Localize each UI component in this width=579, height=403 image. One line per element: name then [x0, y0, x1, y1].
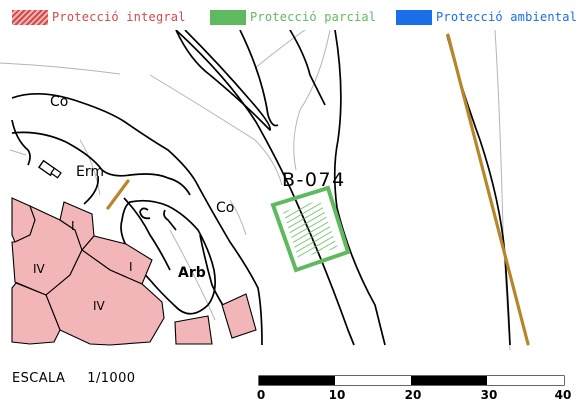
scale-tick-label: 10 [329, 388, 346, 402]
block-label-iv: IV [93, 299, 106, 313]
grey-secondary-lines [0, 30, 511, 350]
partial-protection-swatch [210, 10, 246, 25]
scale-bar-segment [487, 376, 564, 385]
scale-bar: 0 10 20 30 40 [257, 375, 572, 402]
building-block [174, 315, 213, 345]
block-label-i: I [71, 219, 75, 233]
block-label-iv: IV [33, 262, 46, 276]
scale-bar-segment [411, 376, 487, 385]
legend-label-partial: Protecció parcial [250, 10, 377, 24]
label-co-top: Co [50, 94, 68, 110]
feature-id-label: B-074 [282, 169, 346, 191]
label-erm: Erm [76, 164, 104, 180]
scale-bar-segment [335, 376, 411, 385]
map-canvas[interactable]: Co Erm Co Arb B-074 IV I I IV [0, 30, 579, 350]
scale-tick-label: 40 [555, 388, 572, 402]
boundary-lines [106, 33, 530, 346]
scale-caption: ESCALA 1/1000 [12, 371, 135, 386]
label-co-mid: Co [216, 200, 234, 216]
legend-label-integral: Protecció integral [52, 10, 186, 24]
integral-protection-swatch [12, 10, 48, 25]
black-road-lines [11, 30, 511, 346]
legend: Protecció integral Protecció parcial Pro… [12, 8, 577, 30]
scale-ratio: 1/1000 [87, 371, 136, 386]
label-arb: Arb [178, 265, 206, 281]
scale-bar-segment [259, 376, 335, 385]
legend-label-ambiental: Protecció ambiental [436, 10, 578, 24]
building-block [221, 293, 257, 339]
scale-tick-label: 30 [481, 388, 498, 402]
building-blocks [11, 197, 257, 346]
ambiental-protection-swatch [396, 10, 432, 25]
block-label-i: I [129, 260, 133, 274]
scale-tick-label: 20 [405, 388, 422, 402]
partial-protection-area[interactable] [270, 185, 351, 273]
scale-tick-label: 0 [257, 388, 265, 402]
scale-label: ESCALA [12, 371, 66, 386]
building-block [11, 282, 61, 345]
small-building-symbol [37, 159, 62, 179]
